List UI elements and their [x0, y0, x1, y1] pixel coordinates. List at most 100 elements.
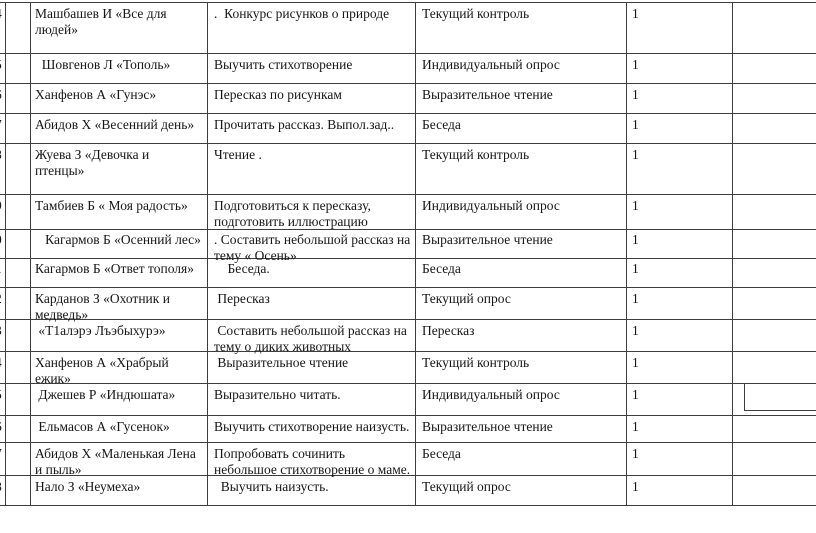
cell-author-title: Ханфенов А «Гунэс» [35, 87, 157, 102]
table-border-bottom [0, 505, 816, 506]
cell-hours: 1 [632, 291, 639, 306]
cell-task: Чтение . [214, 147, 262, 162]
cell-control-type: Беседа [422, 117, 461, 132]
cell-hours: 1 [632, 232, 639, 247]
cell-task: Пересказ [214, 291, 270, 306]
cell-control-type: Текущий опрос [422, 479, 511, 494]
cell-control-type: Беседа [422, 446, 461, 461]
cell-control-type: Выразительное чтение [422, 232, 553, 247]
cell-control-type: Текущий опрос [422, 291, 511, 306]
cell-author-title: Абидов Х «Весенний день» [35, 117, 195, 132]
cell-task: Выучить стихотворение [214, 57, 353, 72]
cell-control-type: Пересказ [422, 323, 475, 338]
cell-task: Выразительное чтение [214, 355, 349, 370]
cell-hours: 1 [632, 6, 639, 21]
column-divider [30, 2, 31, 505]
cell-task: Выучить наизусть. [214, 479, 329, 494]
row-divider [0, 83, 816, 84]
row-number: 7 [0, 117, 4, 133]
cell-hours: 1 [632, 147, 639, 162]
row-divider [0, 415, 816, 416]
column-divider [5, 2, 6, 505]
cell-task: Попробовать сочинить небольшое стихотвор… [214, 446, 411, 477]
cell-hours: 1 [632, 387, 639, 402]
row-divider [0, 351, 816, 352]
cell-author-title: Кагармов Б «Ответ тополя» [35, 261, 194, 276]
row-number: 4 [0, 355, 4, 371]
column-divider [415, 2, 416, 505]
cell-author-title: Абидов Х «Маленькая Лена и пыль» [35, 446, 196, 477]
cell-author-title: Ельмасов А «Гусенок» [35, 419, 170, 434]
row-number: 5 [0, 57, 4, 73]
cell-hours: 1 [632, 198, 639, 213]
cell-task: Выразительно читать. [214, 387, 341, 402]
row-divider [0, 442, 816, 443]
row-number: 2 [0, 291, 4, 307]
cell-hours: 1 [632, 479, 639, 494]
cell-task: Пересказ по рисункам [214, 87, 342, 102]
column-divider [207, 2, 208, 505]
row-number: 9 [0, 198, 4, 214]
cell-control-type: Индивидуальный опрос [422, 198, 560, 213]
row-divider [0, 113, 816, 114]
row-number: 0 [0, 232, 4, 248]
row-divider [0, 229, 816, 230]
cell-control-type: Индивидуальный опрос [422, 387, 560, 402]
cell-hours: 1 [632, 117, 639, 132]
row-divider [0, 319, 816, 320]
column-divider [732, 2, 733, 505]
cell-control-type: Индивидуальный опрос [422, 57, 560, 72]
cell-control-type: Выразительное чтение [422, 419, 553, 434]
cell-task: Подготовиться к пересказу, подготовить и… [214, 198, 371, 229]
cell-task: . Составить небольшой рассказ на тему « … [214, 232, 411, 263]
cell-author-title: «Т1алэрэ Лъэбыхурэ» [35, 323, 166, 338]
cell-author-title: Шовгенов Л «Тополь» [35, 57, 171, 72]
cell-task: Прочитать рассказ. Выпол.зад.. [214, 117, 395, 132]
cell-control-type: Текущий контроль [422, 355, 530, 370]
cell-author-title: Машбашев И «Все для людей» [35, 6, 167, 37]
cell-task: . Конкурс рисунков о природе [214, 6, 390, 21]
cell-author-title: Нало З «Неумеха» [35, 479, 141, 494]
cell-hours: 1 [632, 323, 639, 338]
row-number: 3 [0, 323, 4, 339]
cell-hours: 1 [632, 87, 639, 102]
cell-hours: 1 [632, 57, 639, 72]
row-divider [0, 53, 816, 54]
cell-control-type: Выразительное чтение [422, 87, 553, 102]
cell-control-type: Текущий контроль [422, 6, 530, 21]
row-number: 8 [0, 479, 4, 495]
cell-task: Беседа. [214, 261, 270, 276]
cell-author-title: Тамбиев Б « Моя радость» [35, 198, 188, 213]
row-number: 5 [0, 387, 4, 403]
cell-hours: 1 [632, 419, 639, 434]
cell-author-title: Ханфенов А «Храбрый ежик» [35, 355, 169, 386]
cell-author-title: Карданов З «Охотник и медведь» [35, 291, 170, 322]
row-number: 8 [0, 147, 4, 163]
cell-control-type: Беседа [422, 261, 461, 276]
cell-author-title: Джешев Р «Индюшата» [35, 387, 176, 402]
scan-artifact-line [744, 384, 745, 411]
row-divider [0, 258, 816, 259]
row-divider [0, 383, 816, 384]
cell-hours: 1 [632, 446, 639, 461]
cell-task: Выучить стихотворение наизусть. [214, 419, 410, 434]
cell-author-title: Кагармов Б «Осенний лес» [35, 232, 201, 247]
row-number: 7 [0, 446, 4, 462]
cell-hours: 1 [632, 261, 639, 276]
row-number: 6 [0, 87, 4, 103]
row-number: 1 [0, 261, 4, 277]
table-border-top [0, 2, 816, 3]
cell-author-title: Жуева З «Девочка и птенцы» [35, 147, 150, 178]
cell-task: Составить небольшой рассказ на тему о ди… [214, 323, 407, 354]
column-divider [626, 2, 627, 505]
row-divider [0, 287, 816, 288]
row-divider [0, 475, 816, 476]
row-number: 4 [0, 6, 4, 22]
cell-control-type: Текущий контроль [422, 147, 530, 162]
scan-artifact-line [744, 410, 816, 411]
row-divider [0, 194, 816, 195]
cell-hours: 1 [632, 355, 639, 370]
row-number: 6 [0, 419, 4, 435]
row-divider [0, 143, 816, 144]
